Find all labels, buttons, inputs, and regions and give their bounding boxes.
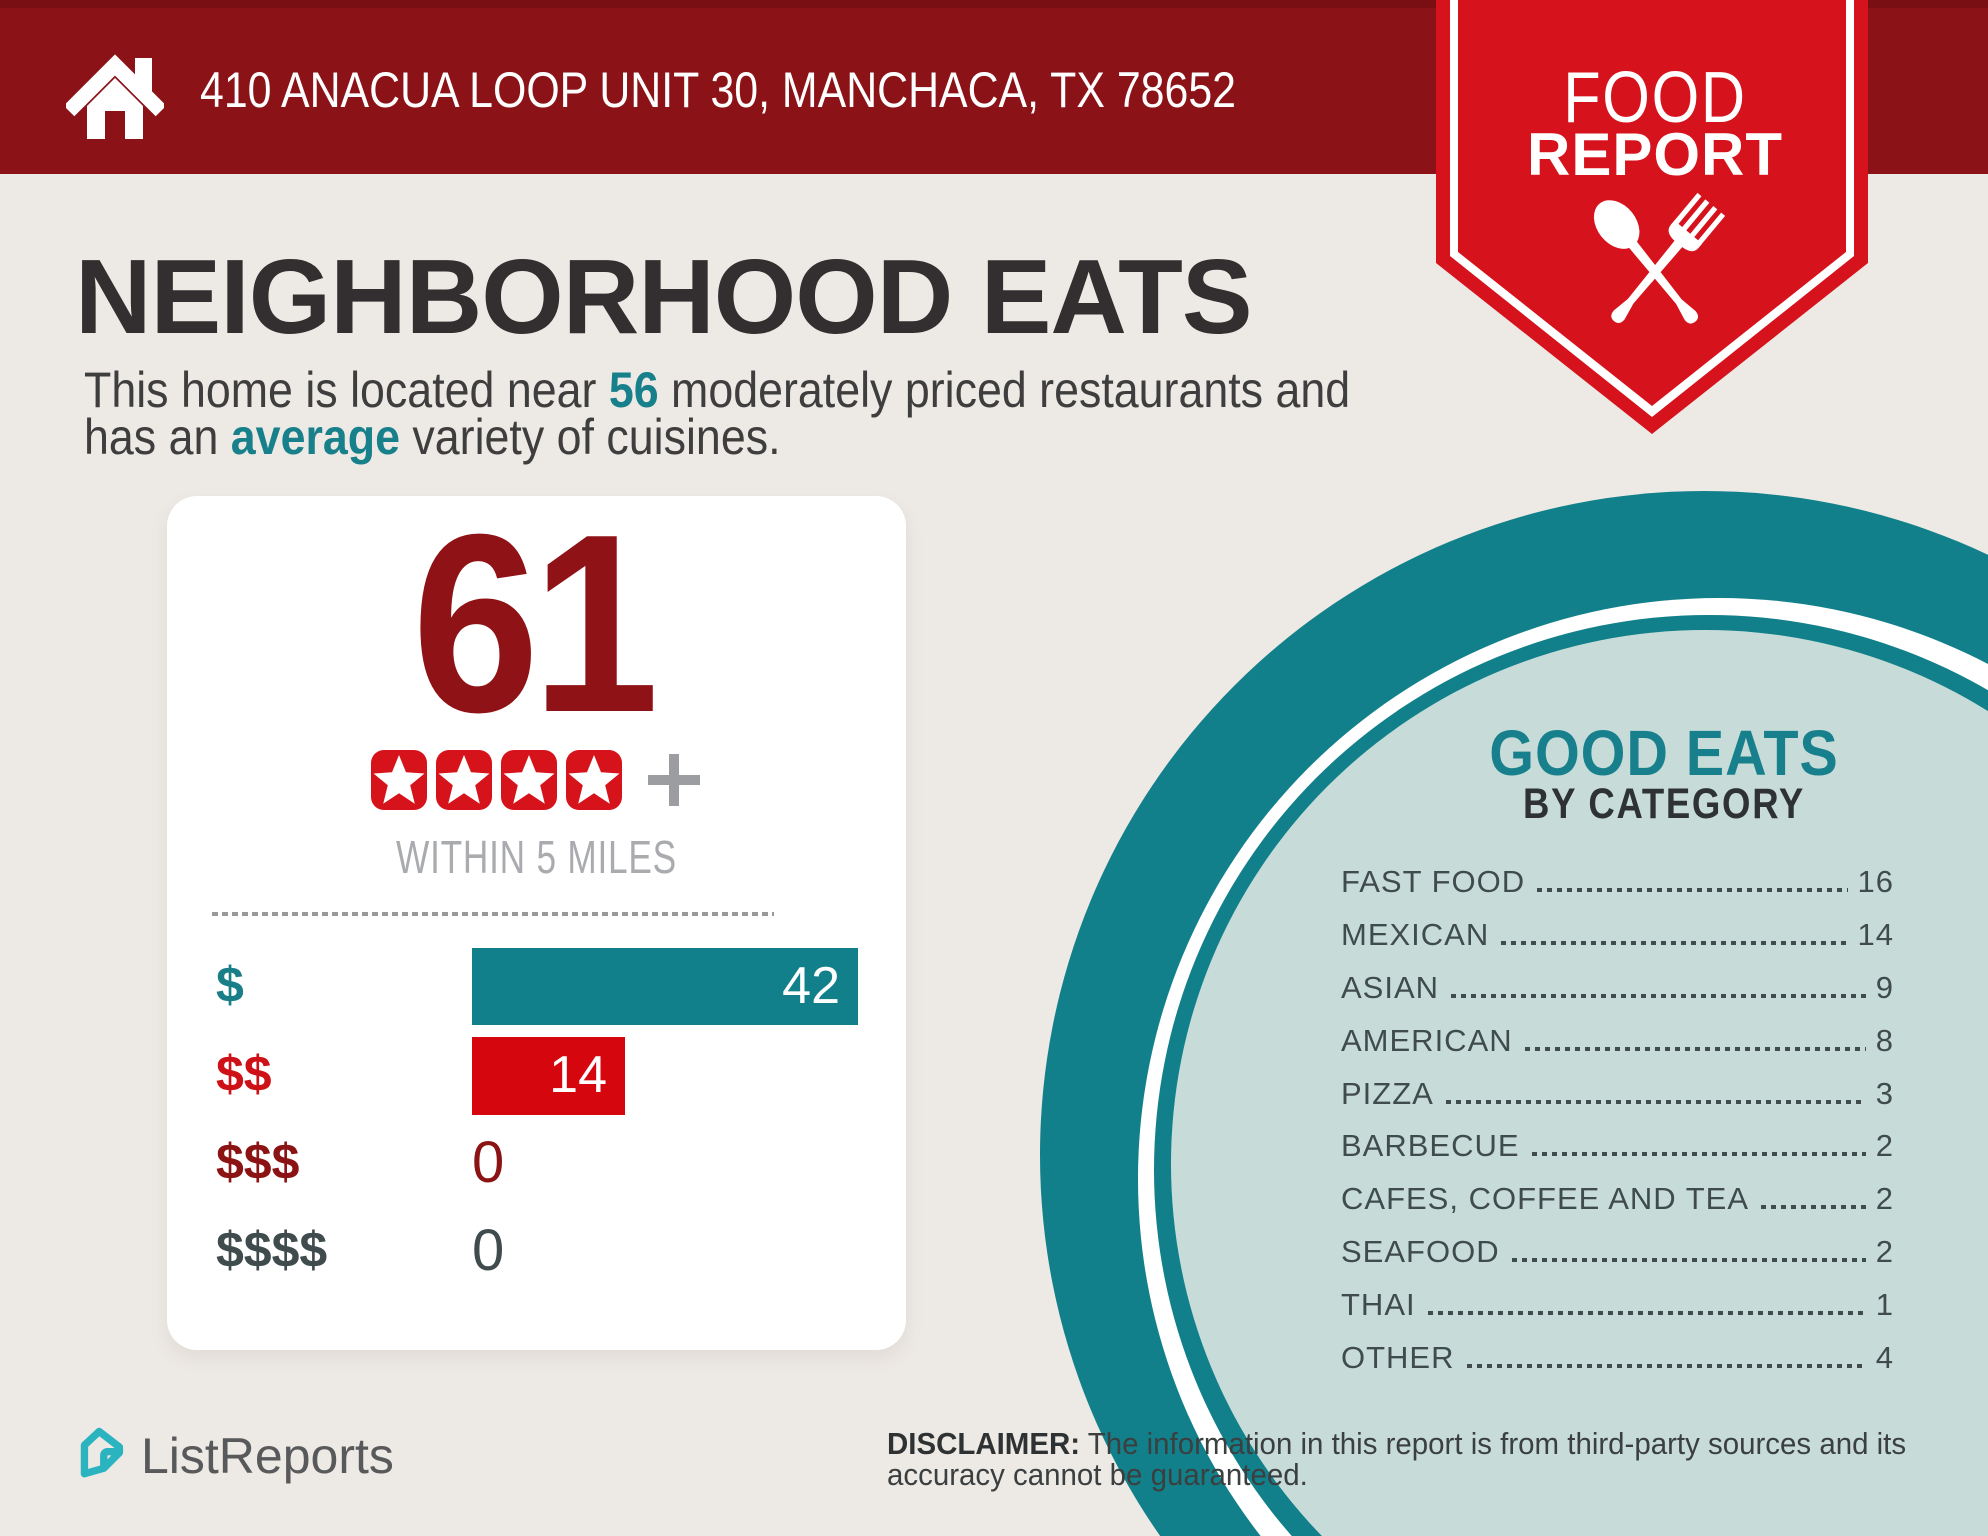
svg-text:FOOD: FOOD [1563,58,1747,138]
svg-text:REPORT: REPORT [1527,121,1783,188]
